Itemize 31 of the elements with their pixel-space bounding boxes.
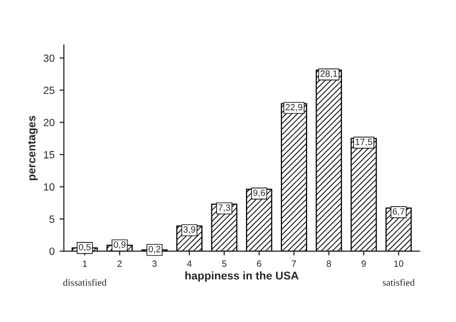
y-tick-label: 5 [49, 216, 54, 223]
y-axis-title: percentages [28, 116, 38, 180]
y-tick-label: 0 [49, 248, 54, 256]
text: dissatisfied [63, 278, 107, 286]
x-tick-label: 9 [362, 260, 366, 267]
y-tick-label: 30 [44, 54, 54, 62]
data-label: 0,2 [148, 246, 160, 254]
x-tick-label: 10 [394, 260, 404, 267]
data-label: 0,9 [114, 241, 126, 249]
x-tick-label: 4 [187, 260, 192, 267]
x-tick-label: 1 [82, 260, 87, 267]
y-tick-label: 20 [44, 118, 54, 126]
x-tick-label: 5 [222, 260, 226, 267]
text: satisfied [382, 278, 415, 286]
y-tick-label: 25 [44, 86, 54, 94]
x-tick-label: 6 [257, 260, 262, 267]
data-label: 9,6 [253, 190, 265, 198]
data-label: 6,7 [392, 208, 404, 216]
data-label: 0,5 [78, 244, 91, 252]
y-tick-label: 10 [44, 183, 54, 191]
x-tick-label: 7 [292, 260, 296, 267]
data-label: 3,9 [183, 226, 196, 234]
x-tick-label: 3 [152, 260, 157, 267]
data-label: 22,9 [286, 104, 302, 112]
x-axis-title: happiness in the USA [185, 271, 298, 282]
data-label: 17,5 [356, 138, 372, 146]
x-tick-label: 8 [326, 260, 331, 267]
data-label: 7,3 [218, 204, 230, 212]
y-tick-label: 15 [44, 151, 54, 158]
data-label: 28,1 [320, 70, 338, 78]
x-tick-label: 2 [118, 260, 122, 267]
